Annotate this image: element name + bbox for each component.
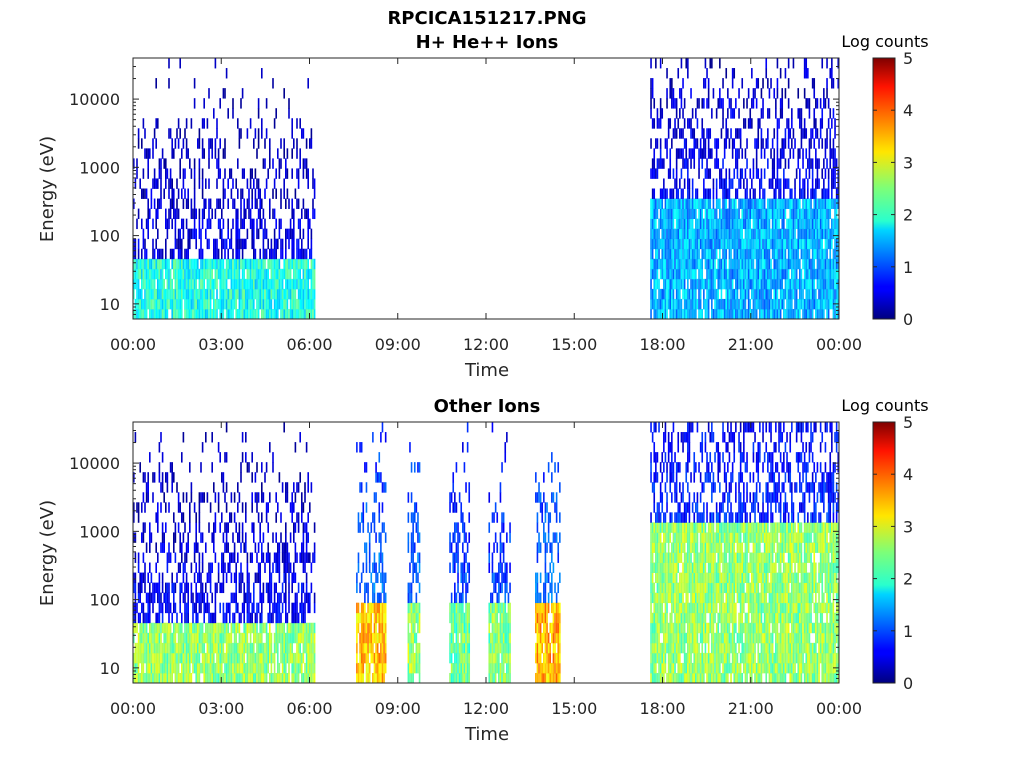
colorbar-tick-label: 5 <box>903 49 913 68</box>
x-tick-label: 06:00 <box>286 335 332 354</box>
y-tick-label: 100 <box>89 591 120 610</box>
colorbar-tick-label: 3 <box>903 517 913 536</box>
colorbar-tick-label: 4 <box>903 101 913 120</box>
x-tick-label: 00:00 <box>816 335 862 354</box>
spectrogram-data <box>133 422 840 684</box>
colorbar-tick-label: 2 <box>903 206 913 225</box>
colorbar-tick-label: 2 <box>903 570 913 589</box>
x-tick-label: 18:00 <box>639 335 685 354</box>
panel-other-ions: Other Ions 00:00 03:00 06:00 09:00 12:00 15:0… <box>37 396 929 745</box>
x-tick-label: 21:00 <box>728 699 774 718</box>
x-tick-label: 00:00 <box>816 699 862 718</box>
data-interval-5 <box>535 452 561 684</box>
spectrogram-plot-area: 00:00 03:00 06:00 09:00 12:00 15:00 18:00 21:00… <box>69 57 862 354</box>
y-tick-label: 10 <box>100 659 120 678</box>
colorbar-tick-label: 0 <box>903 310 913 329</box>
data-interval-4 <box>488 422 511 684</box>
y-tick-label: 10000 <box>69 454 120 473</box>
y-tick-label: 1000 <box>79 522 120 541</box>
x-tick-label: 00:00 <box>110 699 156 718</box>
data-interval-0 <box>133 422 316 684</box>
x-tick-label: 09:00 <box>375 699 421 718</box>
data-interval-0 <box>133 58 316 320</box>
colorbar-label: Log counts <box>841 32 928 51</box>
colorbar-gradient <box>872 57 896 320</box>
x-tick-label: 09:00 <box>375 335 421 354</box>
panel-title: H+ He++ Ions <box>416 32 559 53</box>
colorbar-tick-label: 4 <box>903 465 913 484</box>
colorbar-tick-label: 3 <box>903 153 913 172</box>
data-interval-2 <box>407 442 421 684</box>
data-interval-3 <box>449 422 471 684</box>
colorbar: Log counts 0 1 2 3 4 5 <box>841 32 928 329</box>
data-interval-1 <box>356 422 387 684</box>
x-tick-label: 18:00 <box>639 699 685 718</box>
x-tick-label: 03:00 <box>198 335 244 354</box>
y-tick-label: 10000 <box>69 90 120 109</box>
figure-title: RPCICA151217.PNG <box>387 8 586 29</box>
colorbar-tick-label: 1 <box>903 258 913 277</box>
y-tick-label: 10 <box>100 295 120 314</box>
x-tick-label: 12:00 <box>463 699 509 718</box>
y-axis-label: Energy (eV) <box>37 500 58 606</box>
x-tick-label: 03:00 <box>198 699 244 718</box>
colorbar: Log counts 0 1 2 3 4 5 <box>841 396 928 693</box>
data-interval-6 <box>650 422 840 684</box>
colorbar-tick-label: 5 <box>903 413 913 432</box>
colorbar-tick-label: 1 <box>903 622 913 641</box>
panel-h-he-ions: H+ He++ Ions 00:00 03:00 06:00 09:00 12:00 15… <box>37 32 929 381</box>
colorbar-label: Log counts <box>841 396 928 415</box>
spectrogram-data <box>133 58 840 320</box>
colorbar-gradient <box>872 421 896 684</box>
x-tick-label: 15:00 <box>551 699 597 718</box>
x-tick-label: 21:00 <box>728 335 774 354</box>
x-axis-label: Time <box>464 724 509 745</box>
spectrogram-plot-area: 00:00 03:00 06:00 09:00 12:00 15:00 18:00 21:00… <box>69 421 862 718</box>
y-tick-label: 100 <box>89 227 120 246</box>
x-tick-label: 12:00 <box>463 335 509 354</box>
colorbar-tick-label: 0 <box>903 674 913 693</box>
data-interval-1 <box>650 58 840 320</box>
y-tick-label: 1000 <box>79 158 120 177</box>
x-axis-label: Time <box>464 360 509 381</box>
y-axis-label: Energy (eV) <box>37 136 58 242</box>
x-tick-label: 15:00 <box>551 335 597 354</box>
panel-title: Other Ions <box>434 396 541 417</box>
x-tick-label: 06:00 <box>286 699 332 718</box>
x-tick-label: 00:00 <box>110 335 156 354</box>
